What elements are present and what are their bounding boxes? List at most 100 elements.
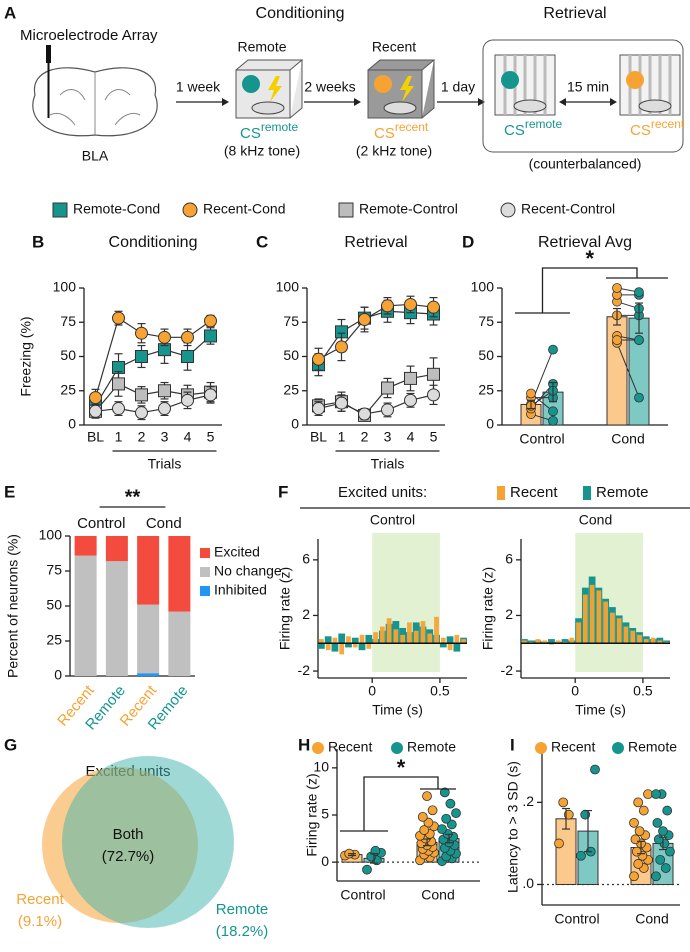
x-tick-label: 0 bbox=[368, 683, 376, 699]
cs: CS bbox=[374, 125, 395, 142]
marker bbox=[404, 297, 417, 311]
data-point bbox=[653, 834, 664, 845]
bar-segment bbox=[168, 611, 191, 676]
histogram-bar bbox=[623, 626, 629, 644]
brain-detail bbox=[49, 72, 141, 135]
y-tick-label: 100 bbox=[471, 279, 495, 295]
histogram-bar bbox=[358, 643, 366, 651]
marker bbox=[158, 384, 171, 398]
histogram-bar bbox=[439, 643, 447, 648]
cs-label: CSrecent bbox=[374, 120, 429, 142]
data-point bbox=[451, 808, 461, 819]
bar-segment bbox=[137, 604, 160, 674]
data-point bbox=[634, 392, 644, 403]
legend-marker bbox=[612, 742, 624, 754]
histogram-bar bbox=[555, 640, 561, 644]
histogram-bar bbox=[324, 636, 332, 644]
significance-label: * bbox=[397, 755, 406, 780]
marker bbox=[112, 377, 125, 391]
header-label: Excited units: bbox=[338, 484, 427, 501]
histogram-bar bbox=[535, 639, 541, 644]
session-label: Recent bbox=[372, 39, 416, 55]
y-tick-label: 75 bbox=[283, 313, 299, 329]
histogram-bar bbox=[351, 637, 359, 644]
y-tick-label: 0 bbox=[68, 416, 76, 432]
data-point bbox=[526, 388, 536, 399]
data-point bbox=[655, 854, 666, 865]
x-tick-label: Cond bbox=[611, 431, 644, 447]
panel-label: I bbox=[510, 735, 515, 754]
cs-sup: recent bbox=[395, 120, 429, 134]
marker bbox=[204, 329, 217, 343]
chart-title: Cond bbox=[579, 512, 612, 528]
data-point bbox=[638, 805, 649, 816]
legend-marker bbox=[535, 742, 547, 754]
bar-segment bbox=[168, 536, 191, 612]
cs-sup: remote bbox=[261, 120, 299, 134]
y-tick-label: 2 bbox=[302, 606, 310, 622]
histogram-bar bbox=[453, 643, 461, 652]
data-point bbox=[548, 344, 558, 355]
data-point bbox=[590, 764, 600, 775]
speaker-icon bbox=[374, 75, 392, 93]
data-point bbox=[633, 797, 644, 808]
histogram-bar bbox=[561, 639, 569, 644]
y-tick-label: 6 bbox=[302, 551, 310, 567]
data-point bbox=[362, 864, 372, 875]
significance-bracket bbox=[340, 776, 456, 832]
data-point bbox=[652, 817, 663, 828]
data-point bbox=[441, 813, 452, 824]
data-point bbox=[419, 825, 430, 835]
x-tick-label: Cond bbox=[635, 911, 668, 927]
histogram-bar bbox=[407, 622, 412, 644]
phase-title: Conditioning bbox=[256, 5, 345, 22]
marker bbox=[135, 350, 148, 363]
data-point bbox=[631, 846, 642, 857]
histogram-bar bbox=[610, 612, 615, 644]
histogram-bar bbox=[318, 643, 325, 649]
arrow-head bbox=[354, 98, 361, 106]
y-tick-label: 75 bbox=[60, 313, 76, 329]
marker bbox=[500, 202, 516, 218]
arrow-head bbox=[559, 98, 617, 106]
y-tick-label: .2 bbox=[522, 793, 534, 809]
histogram-bar bbox=[379, 626, 385, 644]
marker bbox=[182, 202, 198, 218]
histogram-bar bbox=[440, 637, 446, 644]
histogram-bar bbox=[332, 637, 338, 644]
interval-label: 2 weeks bbox=[304, 79, 355, 95]
marker bbox=[112, 402, 125, 416]
data-point bbox=[633, 859, 644, 869]
data-point bbox=[658, 826, 668, 837]
data-point bbox=[651, 789, 661, 800]
counterbalanced-label: (counterbalanced) bbox=[529, 156, 642, 172]
legend-swatch bbox=[200, 586, 210, 596]
x-tick-label: 3 bbox=[384, 429, 392, 445]
legend-label: Recent bbox=[551, 739, 595, 755]
x-tick-label: Control bbox=[554, 911, 599, 927]
shock-icon bbox=[400, 76, 414, 102]
data-point bbox=[437, 824, 447, 835]
marker bbox=[338, 202, 354, 218]
x-tick-label: Control bbox=[519, 431, 564, 447]
x-axis-label: Trials bbox=[148, 456, 182, 472]
panel-label: A bbox=[4, 3, 16, 22]
venn-circle bbox=[62, 756, 234, 928]
significance-label: ** bbox=[125, 486, 141, 508]
x-tick-label: 5 bbox=[207, 429, 215, 445]
histogram-bar bbox=[582, 594, 588, 644]
data-point bbox=[422, 791, 432, 802]
marker bbox=[89, 391, 102, 405]
marker bbox=[181, 330, 194, 344]
cs: CS bbox=[630, 122, 651, 139]
chart-title: Control bbox=[370, 512, 415, 528]
histogram-bar bbox=[413, 630, 419, 644]
marker bbox=[52, 202, 68, 218]
marker bbox=[135, 388, 148, 402]
tone-label: (2 kHz tone) bbox=[356, 143, 432, 159]
y-tick-label: 0 bbox=[291, 416, 299, 432]
y-tick-label: 100 bbox=[53, 279, 77, 295]
chart-title: Retrieval Avg bbox=[538, 234, 632, 251]
x-tick-label: 0 bbox=[571, 683, 579, 699]
